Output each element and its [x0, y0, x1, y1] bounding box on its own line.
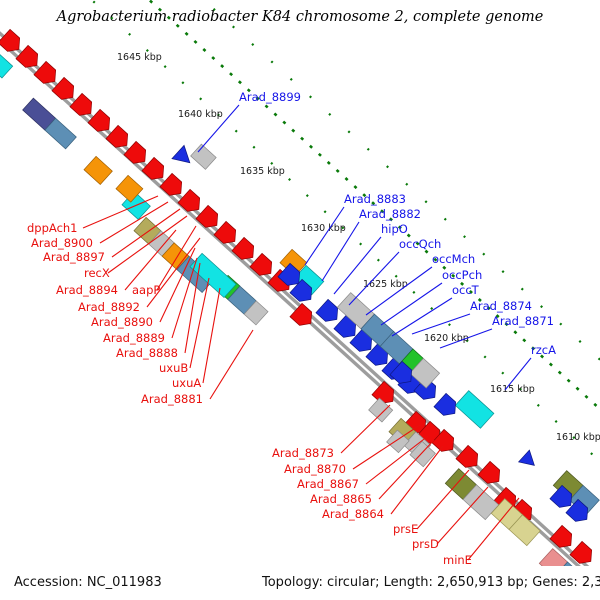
- gene-label-recx[interactable]: recX: [84, 266, 110, 280]
- gene-label-prse[interactable]: prsE: [393, 522, 418, 536]
- ruler-tick-labels: 1645 kbp 1640 kbp 1635 kbp 1630 kbp 1625…: [117, 52, 600, 443]
- ruler-tick: 1625 kbp: [363, 279, 408, 290]
- blue-gene-labels[interactable]: Arad_8899 Arad_8883 Arad_8882 hipO occQc…: [239, 90, 556, 357]
- gene-label-occt[interactable]: occT: [452, 283, 480, 297]
- gene-label-occqch[interactable]: occQch: [399, 237, 441, 251]
- gene-label-arad-8874[interactable]: Arad_8874: [470, 299, 532, 313]
- gene-label-occmch[interactable]: occMch: [432, 252, 475, 266]
- gene-label-arad-8882[interactable]: Arad_8882: [359, 207, 421, 221]
- ruler-dash-track: [90, 0, 600, 463]
- gene-label-dppach1[interactable]: dppAch1: [27, 221, 78, 235]
- footer-bar: Accession: NC_011983 Topology: circular;…: [0, 566, 600, 600]
- gene-label-arad-8865[interactable]: Arad_8865: [310, 492, 372, 506]
- gene-label-arad-8883[interactable]: Arad_8883: [344, 192, 406, 206]
- ruler-tick: 1640 kbp: [178, 109, 223, 120]
- gene-label-arad-8890[interactable]: Arad_8890: [91, 315, 153, 329]
- gene-label-occpch[interactable]: occPch: [442, 268, 482, 282]
- ruler-tick: 1635 kbp: [240, 166, 285, 177]
- gene-label-uxub[interactable]: uxuB: [159, 361, 188, 375]
- ruler-tick: 1620 kbp: [424, 333, 469, 344]
- gene-cluster-right-center[interactable]: [371, 360, 495, 468]
- genome-summary-text: Topology: circular; Length: 2,650,913 bp…: [261, 575, 600, 590]
- red-leader-lines: [82, 195, 520, 561]
- gene-feature-arad-8899[interactable]: [171, 143, 217, 170]
- gene-label-arad-8871[interactable]: Arad_8871: [492, 314, 554, 328]
- gene-label-arad-8864[interactable]: Arad_8864: [322, 507, 384, 521]
- blue-leader-lines: [197, 104, 532, 391]
- gene-cluster-central[interactable]: [277, 248, 442, 405]
- ruler-tick: 1645 kbp: [117, 52, 162, 63]
- footer-background: [0, 566, 600, 600]
- ruler-tick: 1615 kbp: [490, 384, 535, 395]
- gene-label-arad-8888[interactable]: Arad_8888: [116, 346, 178, 360]
- gene-label-arad-8881[interactable]: Arad_8881: [141, 392, 203, 406]
- ruler-tick: 1630 kbp: [301, 223, 346, 234]
- gene-label-prsd[interactable]: prsD: [412, 537, 439, 551]
- gene-label-uxua[interactable]: uxuA: [172, 376, 201, 390]
- gene-label-arad-8900[interactable]: Arad_8900: [31, 236, 93, 250]
- gene-label-arad-8894[interactable]: Arad_8894: [56, 283, 118, 297]
- page-title: Agrobacterium radiobacter K84 chromosome…: [55, 9, 544, 25]
- gene-label-arad-8897[interactable]: Arad_8897: [43, 250, 105, 264]
- gene-label-arad-8867[interactable]: Arad_8867: [297, 477, 359, 491]
- gene-label-arad-8899[interactable]: Arad_8899: [239, 90, 301, 104]
- gene-label-arad-8892[interactable]: Arad_8892: [78, 300, 140, 314]
- gene-label-arad-8870[interactable]: Arad_8870: [284, 462, 346, 476]
- gene-label-arad-8873[interactable]: Arad_8873: [272, 446, 334, 460]
- gene-label-rzca[interactable]: rzcA: [531, 343, 556, 357]
- gene-label-hipo[interactable]: hipO: [381, 222, 408, 236]
- gene-label-arad-8889[interactable]: Arad_8889: [103, 331, 165, 345]
- ruler-tick: 1610 kbp: [556, 432, 600, 443]
- accession-text: Accession: NC_011983: [14, 575, 162, 590]
- gene-label-aapp[interactable]: aapP: [132, 283, 160, 297]
- red-gene-labels[interactable]: dppAch1 Arad_8900 Arad_8897 recX Arad_88…: [27, 221, 472, 567]
- gene-label-mine[interactable]: minE: [443, 553, 472, 567]
